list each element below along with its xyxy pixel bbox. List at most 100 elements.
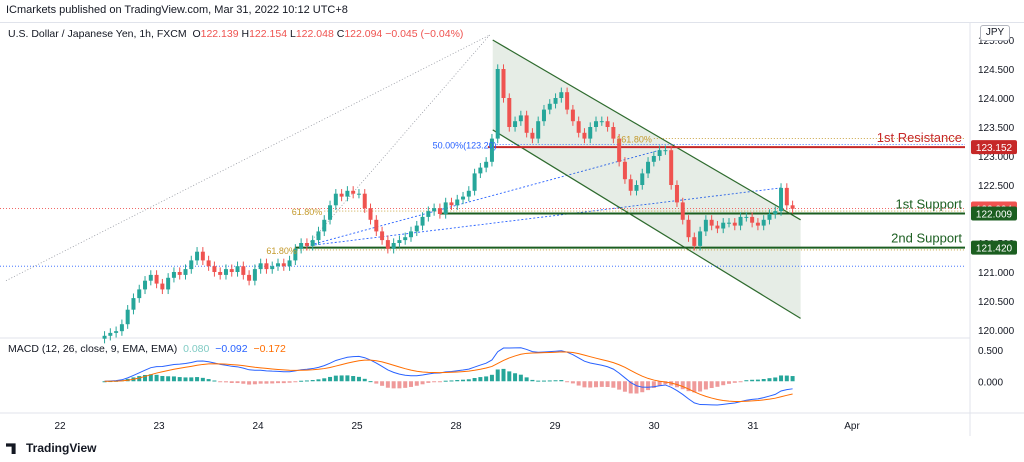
- candle-body: [507, 98, 512, 127]
- macd-signal-line: [104, 351, 793, 402]
- candle-body: [553, 98, 558, 104]
- price-tick-label: 124.500: [978, 65, 1015, 76]
- low-value: 122.048: [295, 28, 334, 40]
- macd-signal-value: −0.172: [253, 343, 286, 355]
- price-tick-label: 123.000: [978, 152, 1015, 163]
- macd-histogram-bar: [339, 375, 344, 382]
- symbol-name: U.S. Dollar / Japanese Yen, 1h, FXCM: [8, 28, 187, 40]
- macd-histogram-bar: [472, 378, 477, 382]
- macd-histogram-bar: [166, 376, 171, 382]
- candle-body: [524, 115, 529, 133]
- change-value: −0.045 (−0.04%): [385, 28, 464, 40]
- candle-body: [200, 251, 205, 261]
- macd-histogram-bar: [310, 380, 315, 382]
- macd-histogram-bar: [547, 380, 552, 382]
- candle-body: [732, 222, 737, 226]
- candle-body: [489, 138, 494, 162]
- macd-histogram-bar: [102, 381, 107, 383]
- candle-body: [461, 196, 466, 200]
- candle-body: [634, 185, 639, 191]
- macd-histogram-bar: [501, 368, 506, 382]
- candle-body: [779, 187, 784, 212]
- macd-histogram-bar: [761, 379, 766, 382]
- candle-body: [241, 266, 246, 275]
- macd-histogram-bar: [362, 378, 367, 382]
- candle-body: [160, 283, 165, 290]
- macd-histogram-bar: [565, 381, 570, 383]
- macd-histogram-bar: [403, 381, 408, 388]
- macd-tick-label: 0.000: [978, 377, 1003, 388]
- macd-histogram-group: [102, 368, 795, 394]
- currency-button[interactable]: JPY: [980, 25, 1010, 41]
- macd-histogram-bar: [698, 381, 703, 392]
- candle-body: [316, 231, 321, 241]
- candle-body: [640, 173, 645, 185]
- candle-body: [408, 231, 413, 238]
- candle-body: [750, 216, 755, 223]
- candle-body: [576, 121, 581, 133]
- symbol-legend: U.S. Dollar / Japanese Yen, 1h, FXCM O12…: [8, 28, 463, 40]
- macd-histogram-bar: [426, 381, 431, 383]
- candle-body: [484, 161, 489, 168]
- candle-body: [698, 231, 703, 246]
- macd-histogram-bar: [183, 377, 188, 382]
- candle-body: [368, 208, 373, 220]
- macd-histogram-bar: [270, 381, 275, 384]
- tradingview-logo[interactable]: TradingView: [6, 441, 96, 455]
- macd-histogram-bar: [553, 380, 558, 382]
- candle-body: [206, 260, 211, 267]
- candle-body: [721, 222, 726, 229]
- candle-body: [345, 190, 350, 197]
- macd-histogram-bar: [252, 381, 257, 385]
- macd-histogram-bar: [218, 381, 223, 383]
- macd-histogram-bar: [541, 380, 546, 382]
- macd-histogram-bar: [229, 381, 234, 383]
- high-label: H: [241, 28, 250, 40]
- open-value: 122.139: [200, 28, 239, 40]
- candle-body: [628, 179, 633, 191]
- candle-body: [223, 269, 228, 275]
- macd-histogram-bar: [374, 381, 379, 384]
- candle-body: [380, 231, 385, 241]
- support-2-price-tag: 121.420: [976, 244, 1013, 255]
- price-tick-label: 122.500: [978, 181, 1015, 192]
- macd-histogram-bar: [599, 381, 604, 387]
- macd-histogram-bar: [634, 381, 639, 394]
- candle-body: [790, 205, 795, 209]
- macd-histogram-bar: [570, 381, 575, 384]
- candle-body: [177, 272, 182, 275]
- channel-lower-line: [492, 129, 801, 319]
- price-tick-label: 124.000: [978, 94, 1015, 105]
- time-tick-label: 22: [54, 421, 66, 432]
- macd-histogram-bar: [328, 376, 333, 382]
- macd-histogram-bar: [750, 379, 755, 382]
- support-2-label: 2nd Support: [891, 231, 962, 246]
- macd-histogram-bar: [235, 381, 240, 384]
- candle-body: [755, 222, 760, 226]
- macd-histogram-bar: [530, 379, 535, 382]
- macd-histogram-bar: [143, 374, 148, 382]
- fib-161-label: 161.80%: [616, 135, 652, 145]
- macd-histogram-bar: [299, 380, 304, 382]
- candle-body: [709, 219, 714, 226]
- candle-body: [715, 225, 720, 229]
- candle-body: [472, 173, 477, 191]
- candle-body: [570, 109, 575, 122]
- fib-618-lower-label: 61.80%: [266, 246, 297, 256]
- macd-histogram-bar: [484, 376, 489, 382]
- candle-body: [114, 331, 119, 333]
- macd-histogram-bar: [449, 380, 454, 382]
- price-tick-label: 120.000: [978, 326, 1015, 337]
- top-bar: ICmarkets published on TradingView.com, …: [0, 0, 1024, 23]
- time-tick-label: 30: [648, 421, 660, 432]
- macd-histogram-bar: [223, 381, 228, 383]
- macd-histogram-bar: [322, 378, 327, 382]
- macd-histogram-bar: [160, 375, 165, 382]
- macd-histogram-bar: [646, 381, 651, 391]
- macd-histogram-bar: [437, 381, 442, 383]
- candle-body: [304, 243, 309, 246]
- candle-body: [252, 269, 257, 281]
- candle-body: [432, 208, 437, 212]
- candle-body: [195, 251, 200, 261]
